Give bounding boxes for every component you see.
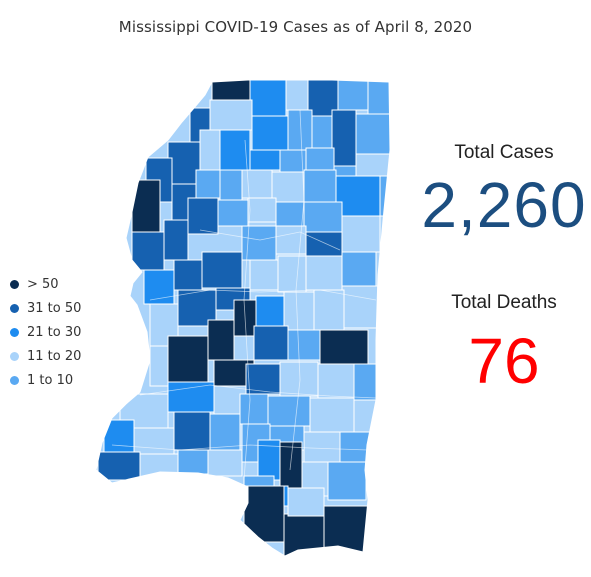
total-deaths-label: Total Deaths [451,292,557,313]
county-region [209,99,253,131]
county-region [207,449,243,477]
county-region [173,259,203,291]
county-region [309,397,355,433]
legend-item-31-to-50: 31 to 50 [10,296,81,320]
county-region [355,113,390,155]
county-region [337,80,369,111]
county-region [133,427,175,455]
county-region [167,141,201,185]
legend-swatch [10,351,19,361]
county-region [303,431,341,463]
county-region [303,201,343,233]
county-region [177,449,209,475]
legend-item-gt-50: > 50 [10,272,81,296]
county-region [249,259,279,291]
county-region [305,255,343,291]
county-region [335,175,381,217]
county-region [277,255,307,293]
county-region [131,179,161,233]
county-region [243,485,285,543]
county-region [319,329,369,365]
county-region [149,345,169,387]
legend-label: 11 to 20 [27,348,82,364]
county-border [289,109,305,471]
county-region [311,115,333,149]
county-region [271,171,305,203]
legend-item-1-to-10: 1 to 10 [10,368,81,392]
county-region [187,197,219,235]
county-region [167,381,215,413]
map-title: Mississippi COVID-19 Cases as of April 8… [118,18,473,36]
county-border [149,289,377,301]
legend-label: > 50 [27,276,59,292]
legend-item-11-to-20: 11 to 20 [10,344,81,368]
county-region [201,251,243,289]
county-region [199,129,221,171]
county-region [367,80,390,115]
county-region [317,363,355,399]
county-region [131,231,165,271]
county-region [303,169,337,203]
county-region [287,487,325,517]
county-region [217,199,249,227]
legend: > 50 31 to 50 21 to 30 11 to 20 1 to 10 [10,272,81,392]
county-region [341,285,379,329]
county-region [285,80,309,111]
county-region [305,231,343,257]
county-region [251,115,289,151]
county-region [167,335,209,383]
county-region [287,329,321,361]
county-region [249,80,287,117]
county-region [331,109,357,167]
county-border [111,444,369,451]
legend-swatch [10,327,19,337]
county-region [207,319,235,361]
county-region [219,169,243,201]
county-region [195,169,221,199]
county-region [275,201,305,227]
county-region [245,363,281,395]
legend-label: 21 to 30 [27,324,82,340]
county-region [139,453,179,479]
legend-label: 1 to 10 [27,372,74,388]
county-region [313,289,345,331]
county-region [255,295,285,327]
county-region [353,363,377,401]
county-region [253,325,289,361]
county-region [219,129,251,171]
county-region [247,197,277,223]
county-region [249,149,281,171]
county-border [139,384,377,399]
mississippi-county-map [95,79,391,557]
county-region [241,169,273,199]
county-border [199,229,341,251]
county-region [103,419,135,455]
county-region [339,431,371,463]
county-region [305,147,335,171]
county-region [163,219,189,261]
legend-swatch [10,279,19,289]
total-deaths-value: 76 [468,325,540,397]
county-region [341,251,377,287]
county-region [97,451,141,481]
county-region [209,413,241,451]
legend-swatch [10,303,19,313]
county-border [243,139,251,481]
legend-label: 31 to 50 [27,300,82,316]
county-region [283,291,315,331]
county-region [267,395,311,427]
county-region [239,393,269,425]
legend-swatch [10,375,19,385]
total-cases-value: 2,260 [421,169,587,241]
county-region [323,505,369,553]
county-region [173,411,211,451]
county-region [327,461,367,501]
county-region [341,215,381,253]
county-region [279,441,303,489]
state-outline [95,79,391,557]
total-cases-label: Total Cases [454,142,554,163]
legend-item-21-to-30: 21 to 30 [10,320,81,344]
